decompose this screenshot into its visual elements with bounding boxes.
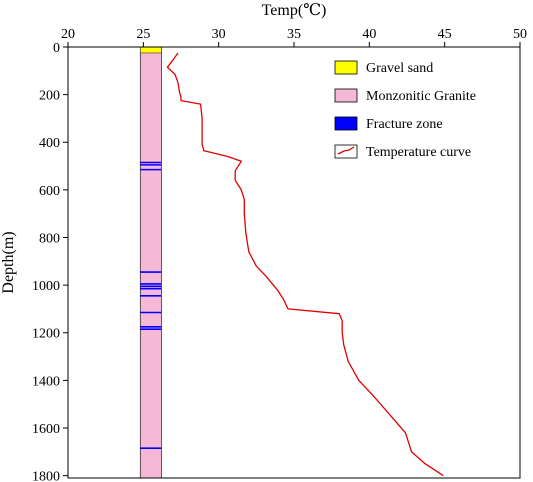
- legend-swatch-fracture-zone: [334, 116, 358, 131]
- gravel-sand-layer: [140, 46, 162, 54]
- y-tick-label: 1000: [32, 279, 60, 294]
- x-tick-label: 50: [513, 27, 527, 42]
- x-tick-label: 25: [136, 27, 150, 42]
- y-tick-label: 800: [39, 231, 60, 246]
- y-tick-label: 200: [39, 89, 60, 104]
- y-tick-label: 400: [39, 136, 60, 151]
- x-axis-title: Temp(℃): [262, 2, 327, 19]
- legend: Gravel sand Monzonitic Granite Fracture …: [334, 60, 476, 160]
- y-tick-label: 1600: [32, 422, 60, 437]
- x-tick-label: 30: [212, 27, 226, 42]
- legend-swatch-gravel-sand: [334, 60, 358, 75]
- lithology-column: [139, 46, 162, 479]
- y-tick-label: 1200: [32, 327, 60, 342]
- x-tick-label: 40: [362, 27, 376, 42]
- y-tick-label: 1800: [32, 470, 60, 482]
- legend-label-gravel-sand: Gravel sand: [366, 61, 433, 76]
- temperature-curve-layer: [166, 52, 444, 477]
- y-axis-title: Depth(m): [0, 231, 17, 293]
- legend-line-temperature-curve: [337, 146, 355, 155]
- x-axis: 20 25 30 35 40 45 50: [61, 27, 527, 47]
- y-tick-label: 0: [53, 41, 60, 56]
- granite-column: [139, 46, 162, 479]
- legend-label-monzonitic-granite: Monzonitic Granite: [366, 89, 476, 104]
- x-tick-label: 20: [61, 27, 75, 42]
- legend-swatch-monzonitic-granite: [334, 88, 358, 103]
- y-tick-label: 600: [39, 184, 60, 199]
- plot-frame: [67, 46, 521, 479]
- legend-label-fracture-zone: Fracture zone: [366, 117, 443, 132]
- x-tick-label: 45: [438, 27, 452, 42]
- x-tick-label: 35: [287, 27, 301, 42]
- legend-label-temperature-curve: Temperature curve: [366, 145, 471, 160]
- temperature-curve-line: [166, 52, 444, 477]
- y-tick-label: 1400: [32, 374, 60, 389]
- y-axis: 0 200 400 600 800 1000 1200 1400 1600 1800: [32, 41, 68, 482]
